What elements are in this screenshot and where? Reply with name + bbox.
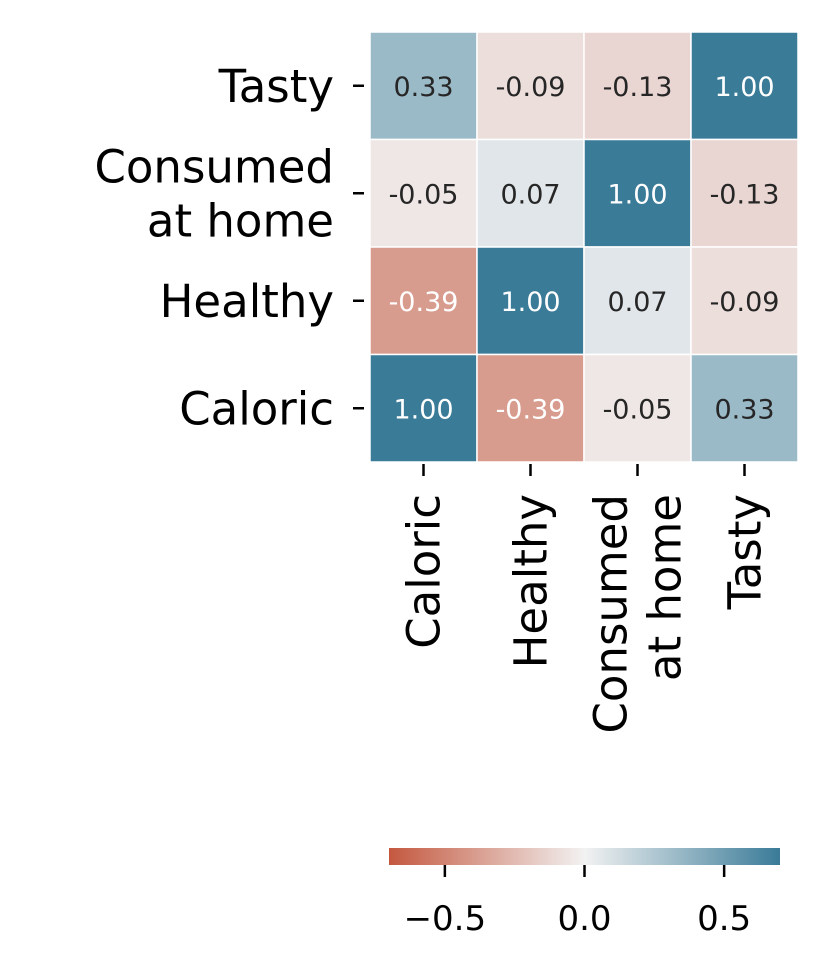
heatmap-cell bbox=[690, 246, 799, 356]
x-tick-label: Caloric bbox=[398, 494, 451, 649]
y-tick-label: Consumed bbox=[94, 140, 334, 193]
heatmap-cell bbox=[476, 246, 585, 356]
colorbar: −0.5 0.0 0.5 bbox=[389, 848, 780, 939]
x-tick-label: Consumed bbox=[585, 494, 638, 734]
heatmap-cell bbox=[369, 353, 478, 463]
cell-value-label: 1.00 bbox=[714, 72, 774, 103]
cell-value-label: -0.39 bbox=[496, 394, 566, 425]
cell-value-label: 0.07 bbox=[500, 179, 560, 210]
colorbar-gradient bbox=[389, 848, 780, 865]
cell-value-label: 1.00 bbox=[607, 179, 667, 210]
colorbar-tick-label: 0.0 bbox=[557, 899, 611, 939]
cell-value-label: 0.33 bbox=[714, 394, 774, 425]
cell-value-label: -0.09 bbox=[496, 72, 566, 103]
colorbar-tick-label: 0.5 bbox=[697, 899, 751, 939]
cell-value-label: 0.07 bbox=[607, 287, 667, 318]
cell-value-label: -0.05 bbox=[603, 394, 673, 425]
cell-value-label: -0.05 bbox=[389, 179, 459, 210]
heatmap-cells: 0.33 -0.09 -0.13 1.00 -0.05 0.07 1.00 -0.13 -0.3… bbox=[369, 31, 799, 463]
y-tick-label: at home bbox=[147, 194, 334, 247]
heatmap-cell bbox=[369, 31, 478, 141]
cell-value-label: 1.00 bbox=[500, 287, 560, 318]
heatmap-cell bbox=[476, 353, 585, 463]
x-tick-label: Healthy bbox=[505, 494, 558, 668]
y-tick-label: Caloric bbox=[179, 382, 334, 435]
cell-value-label: -0.39 bbox=[389, 287, 459, 318]
y-tick-label: Healthy bbox=[160, 275, 334, 328]
heatmap-cell bbox=[690, 138, 799, 248]
heatmap-cell bbox=[476, 138, 585, 248]
cell-value-label: 0.33 bbox=[393, 72, 453, 103]
cell-value-label: -0.09 bbox=[710, 287, 780, 318]
cell-value-label: -0.13 bbox=[710, 179, 780, 210]
heatmap-cell bbox=[476, 31, 585, 141]
heatmap-cell bbox=[583, 31, 692, 141]
cell-value-label: -0.13 bbox=[603, 72, 673, 103]
y-tick-label: Tasty bbox=[218, 60, 334, 113]
heatmap-cell bbox=[690, 353, 799, 463]
x-axis: Caloric Healthy Consumed at home Tasty bbox=[398, 464, 772, 734]
heatmap-cell bbox=[690, 31, 799, 141]
cell-value-label: 1.00 bbox=[393, 394, 453, 425]
x-tick-label: at home bbox=[639, 494, 692, 681]
colorbar-tick-label: −0.5 bbox=[404, 899, 487, 939]
x-tick-label: Tasty bbox=[719, 494, 772, 610]
